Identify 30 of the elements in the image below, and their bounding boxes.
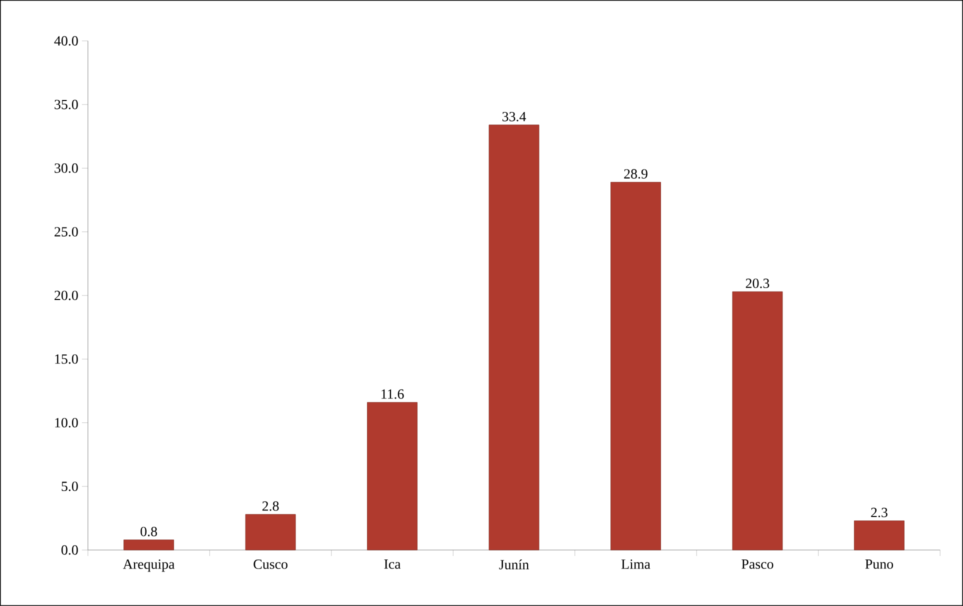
y-tick-label: 40.0 [54,36,78,46]
y-tick-label: 20.0 [54,290,78,300]
x-tick-label: Puno [865,560,894,569]
y-tick-label: 10.0 [55,418,78,428]
x-tick-label: Pasco [742,560,774,569]
y-tick-label: 25.0 [54,227,78,237]
x-tick-label: Lima [621,560,650,569]
bar [854,520,904,550]
bar [488,124,540,550]
data-label: 28.9 [624,169,648,179]
y-tick-label: 30.0 [54,163,78,173]
y-tick-label: 0.0 [61,545,78,555]
y-tick-label: 15.0 [55,354,78,364]
data-label: 20.3 [746,278,770,288]
x-tick-label: Ica [384,560,401,569]
x-tick-label: Arequipa [122,560,175,572]
bar [367,402,418,550]
bar [610,182,661,550]
bar [124,540,174,550]
x-tick-label: Junín [499,560,529,570]
y-tick-label: 5.0 [62,482,78,492]
x-tick-label: Cusco [254,560,288,569]
data-label: 33.4 [502,112,526,122]
data-label: 11.6 [382,389,404,399]
y-tick-label: 35.0 [54,100,78,110]
data-label: 2.3 [871,508,888,518]
bar [732,291,783,550]
data-label: 2.8 [262,501,279,511]
data-label: 0.8 [140,526,157,536]
bar [245,514,296,550]
